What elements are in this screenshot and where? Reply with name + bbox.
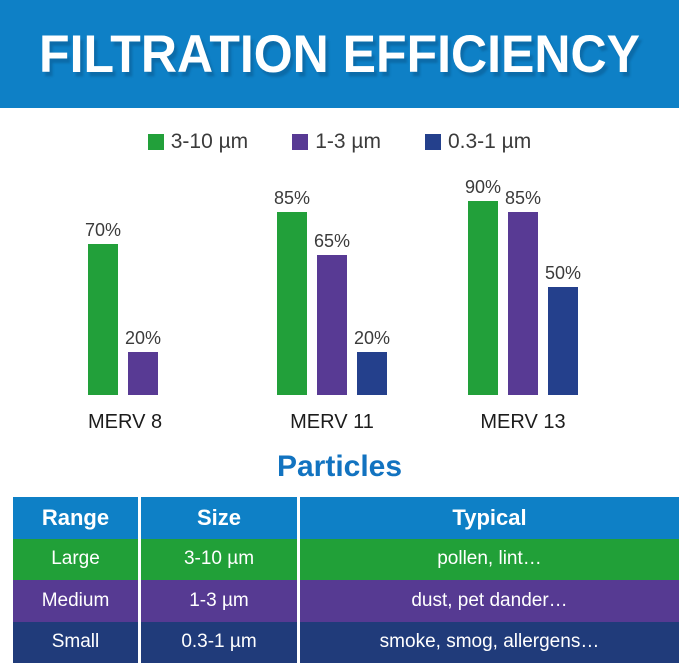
bar-value-label: 20% [124,328,162,348]
bar-value-label: 20% [353,328,391,348]
bar-column: 90% [464,177,502,395]
bar-value-label: 65% [313,231,351,251]
table-cell-typical: smoke, smog, allergens… [300,621,679,663]
table-cell-size: 3-10 µm [141,538,300,580]
table-header-range: Range [13,497,141,539]
bar-chart: 70% 20% MERV 8 85% 65% 20% MERV 11 90% 85% 50% MER… [84,177,582,434]
bar [508,212,538,395]
bar [468,201,498,395]
table-cell-size: 1-3 µm [141,580,300,622]
legend-swatch-navy [424,134,441,150]
bar-group: 90% 85% 50% MERV 13 [464,177,582,434]
legend-label: 0.3-1 µm [447,130,532,153]
bar [277,212,307,395]
table-cell-range: Small [13,621,141,663]
legend-swatch-green [147,134,164,150]
legend-label: 3-10 µm [170,130,249,153]
bar-column: 70% [84,220,122,395]
particles-table: Range Size Typical Large 3-10 µm pollen,… [13,497,679,663]
page-title: FILTRATION EFFICIENCY [39,24,640,84]
table-cell-range: Medium [13,580,141,622]
bar-group: 85% 65% 20% MERV 11 [273,180,391,434]
category-label: MERV 8 [88,411,163,433]
table-cell-range: Large [13,538,141,580]
table-header-size: Size [141,497,300,539]
bar-value-label: 70% [84,220,122,240]
legend-item-medium: 1-3 µm [292,130,381,154]
bar-value-label: 85% [504,188,542,208]
category-label: MERV 11 [290,411,374,433]
bar [548,287,578,395]
legend-swatch-purple [292,134,309,150]
legend-item-small: 0.3-1 µm [424,130,532,154]
bar-value-label: 85% [273,188,311,208]
table-header-typical: Typical [300,497,679,539]
table-cell-typical: pollen, lint… [300,538,679,580]
bar-group: 70% 20% MERV 8 [84,180,163,434]
category-label: MERV 13 [480,411,566,433]
bar-value-label: 90% [464,177,502,197]
bar-column: 85% [273,188,311,395]
header-banner: FILTRATION EFFICIENCY [0,0,679,108]
particles-title: Particles [276,450,403,483]
bar [128,352,158,395]
legend-label: 1-3 µm [315,130,381,153]
bar [357,352,387,395]
bar [88,244,118,395]
bar [317,255,347,395]
chart-legend: 3-10 µm 1-3 µm 0.3-1 µm [0,130,679,154]
bar-column: 20% [353,328,391,395]
bar-value-label: 50% [544,263,582,283]
bar-column: 50% [544,263,582,395]
legend-item-large: 3-10 µm [147,130,249,154]
bar-column: 20% [124,328,162,395]
table-cell-size: 0.3-1 µm [141,621,300,663]
table-cell-typical: dust, pet dander… [300,580,679,622]
bar-column: 65% [313,231,351,395]
bar-column: 85% [504,188,542,395]
